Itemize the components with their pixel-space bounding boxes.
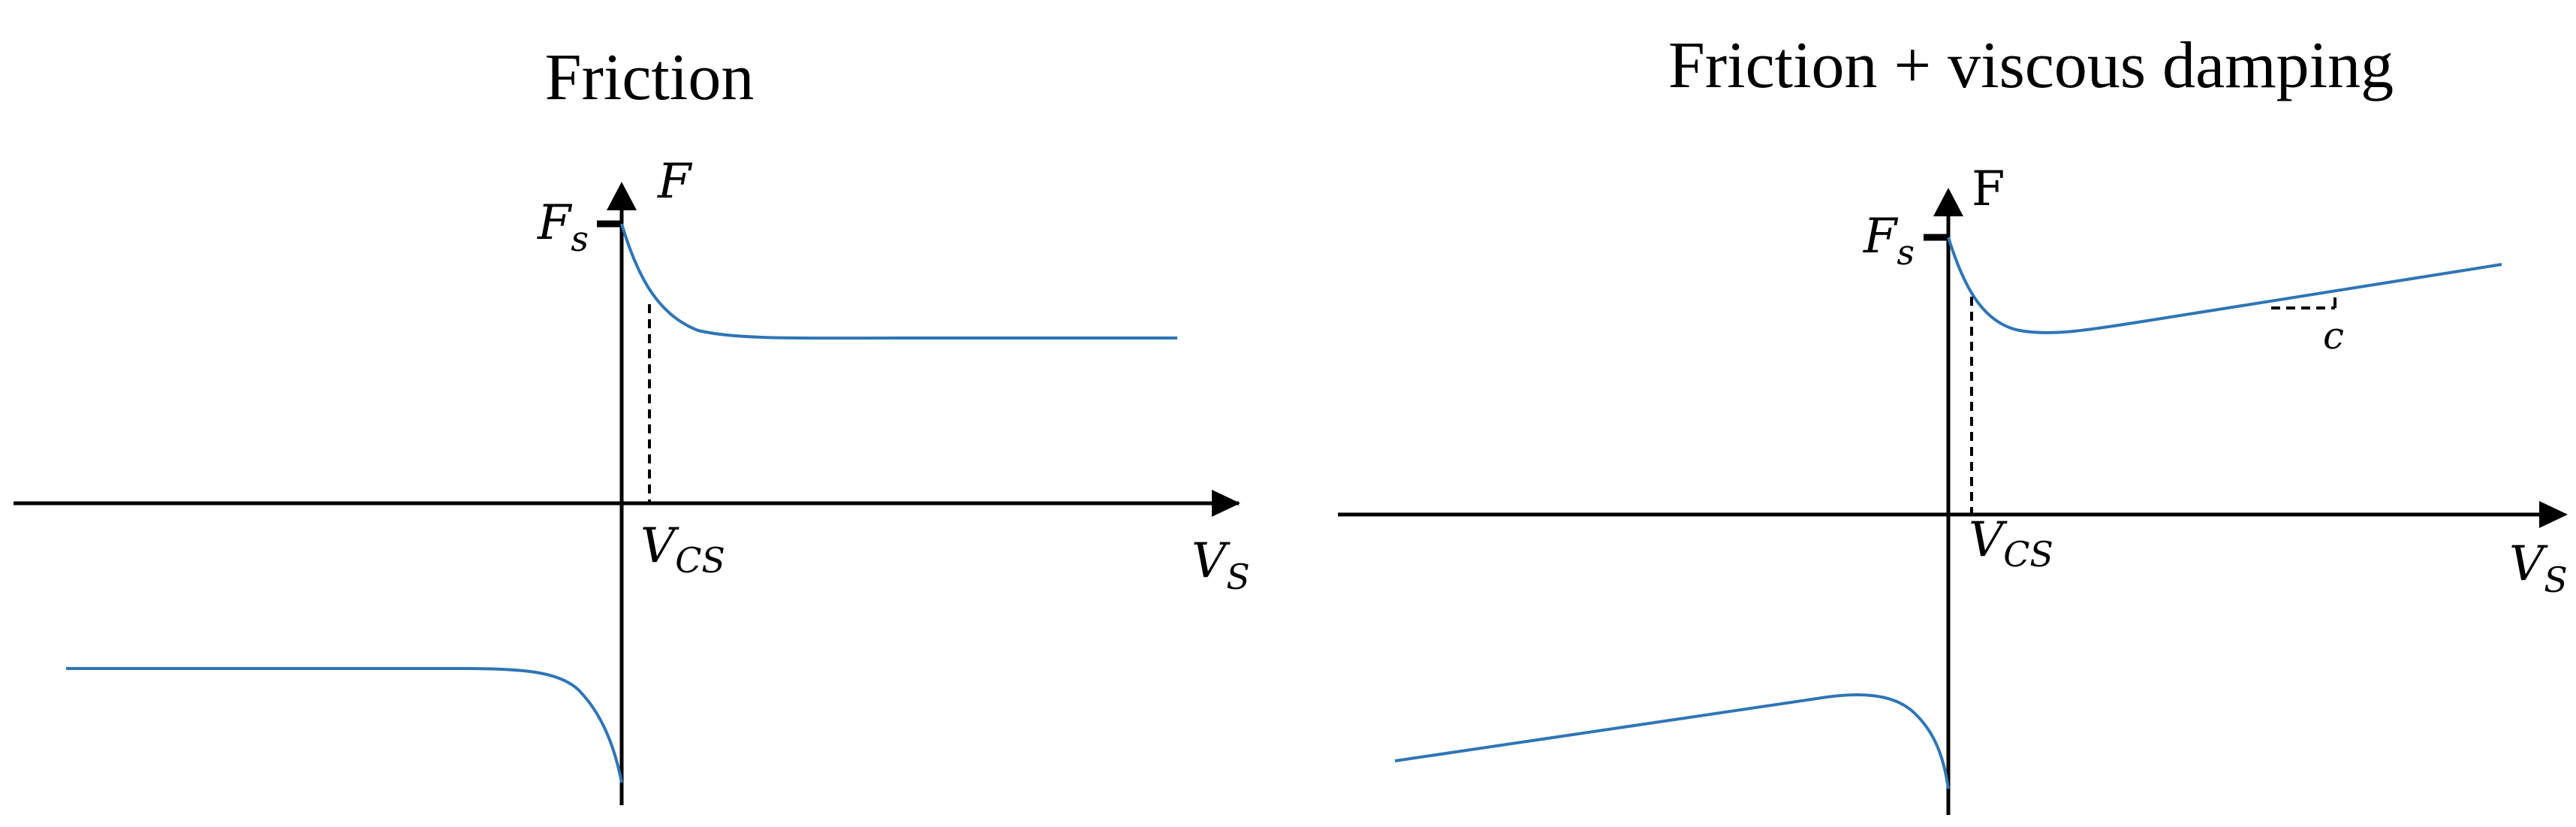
friction-viscous-panel: Friction + viscous damping F Fs VCS VS c xyxy=(1338,29,2568,815)
y-axis-arrowhead xyxy=(607,182,637,210)
velocity-axis-label: VS xyxy=(1192,533,1250,597)
critical-velocity-label: VCS xyxy=(1969,512,2053,575)
friction-damping-curve-negative xyxy=(1394,693,1950,789)
static-friction-label: Fs xyxy=(537,195,589,259)
x-axis-arrowhead xyxy=(1212,490,1240,517)
x-axis-arrowhead xyxy=(2539,501,2568,528)
friction-curve-negative xyxy=(66,667,623,783)
friction-panel: Friction F Fs VCS VS xyxy=(14,41,1250,805)
friction-damping-curve-positive xyxy=(1947,237,2502,334)
force-axis-label: F xyxy=(1972,161,2005,217)
panel-title: Friction + viscous damping xyxy=(1668,29,2394,102)
force-axis-label: F xyxy=(657,154,693,210)
y-axis-arrowhead xyxy=(1933,188,1963,216)
critical-velocity-label: VCS xyxy=(640,518,725,581)
damping-coefficient-label: c xyxy=(2323,314,2344,358)
panel-title: Friction xyxy=(545,41,755,114)
static-friction-label: Fs xyxy=(1863,209,1915,273)
friction-curve-positive xyxy=(620,223,1177,340)
velocity-axis-label: VS xyxy=(2509,536,2568,600)
